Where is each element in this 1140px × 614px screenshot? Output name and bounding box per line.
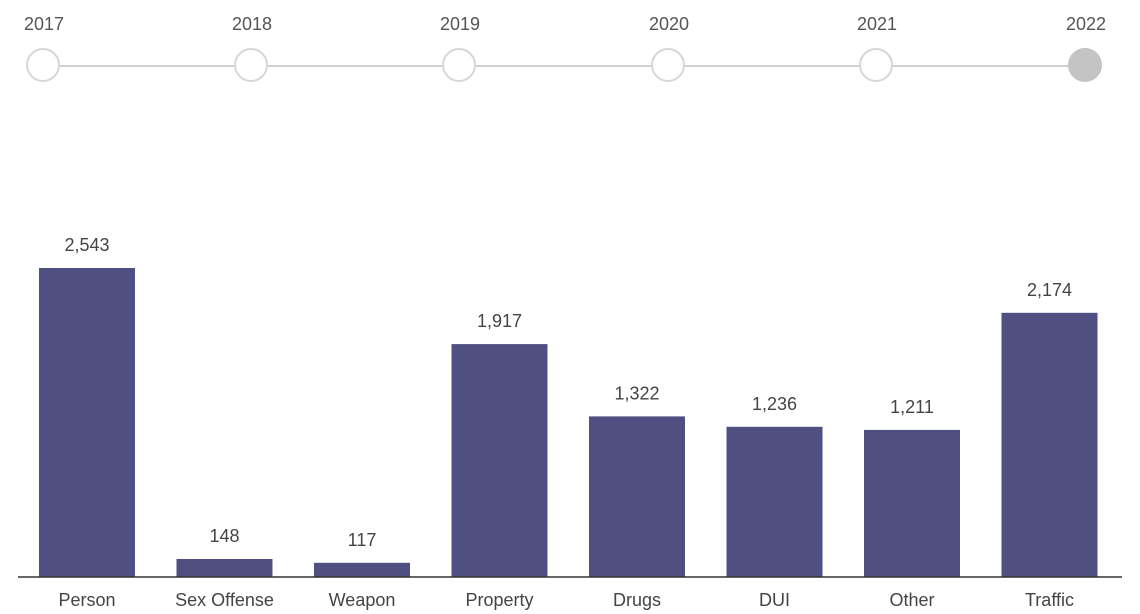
timeline-year-label: 2022 xyxy=(1065,14,1107,34)
timeline-year-label: 2020 xyxy=(648,14,690,34)
bar-value-label: 2,174 xyxy=(1027,280,1072,300)
bar-weapon[interactable] xyxy=(314,562,410,577)
bar-value-label: 1,322 xyxy=(614,383,659,403)
category-label: Weapon xyxy=(329,590,396,610)
category-label: Sex Offense xyxy=(175,590,274,610)
bar-dui[interactable] xyxy=(726,426,823,577)
category-label: DUI xyxy=(759,590,790,610)
bar-value-label: 2,543 xyxy=(64,235,109,255)
bar-drugs[interactable] xyxy=(589,416,685,577)
category-label: Other xyxy=(889,590,934,610)
bar-person[interactable] xyxy=(39,268,135,577)
category-label: Person xyxy=(58,590,115,610)
bar-sex-offense[interactable] xyxy=(176,559,273,577)
timeline-step-2021[interactable]: 2021 xyxy=(837,0,917,100)
category-label: Traffic xyxy=(1025,590,1074,610)
timeline-step-2022[interactable]: 2022 xyxy=(1046,0,1126,100)
bar-value-label: 148 xyxy=(209,526,239,546)
timeline-dot[interactable] xyxy=(859,48,893,82)
category-label: Property xyxy=(465,590,533,610)
bar-property[interactable] xyxy=(451,344,548,577)
timeline-dot[interactable] xyxy=(651,48,685,82)
year-timeline: 2017 2018 2019 2020 2021 2022 xyxy=(0,0,1140,100)
timeline-dot-selected[interactable] xyxy=(1068,48,1102,82)
timeline-track xyxy=(44,65,1086,67)
timeline-year-label: 2021 xyxy=(856,14,898,34)
bar-other[interactable] xyxy=(864,429,960,577)
timeline-step-2020[interactable]: 2020 xyxy=(629,0,709,100)
timeline-dot[interactable] xyxy=(26,48,60,82)
timeline-dot[interactable] xyxy=(442,48,476,82)
timeline-step-2017[interactable]: 2017 xyxy=(4,0,84,100)
timeline-year-label: 2019 xyxy=(439,14,481,34)
timeline-step-2018[interactable]: 2018 xyxy=(212,0,292,100)
bar-value-label: 117 xyxy=(348,530,377,550)
timeline-year-label: 2018 xyxy=(231,14,273,34)
timeline-year-label: 2017 xyxy=(23,14,65,34)
timeline-step-2019[interactable]: 2019 xyxy=(420,0,500,100)
bar-value-label: 1,236 xyxy=(752,394,797,414)
bar-value-label: 1,917 xyxy=(477,311,522,331)
timeline-dot[interactable] xyxy=(234,48,268,82)
bar-value-label: 1,211 xyxy=(890,397,934,417)
bar-traffic[interactable] xyxy=(1001,312,1098,577)
category-label: Drugs xyxy=(613,590,661,610)
